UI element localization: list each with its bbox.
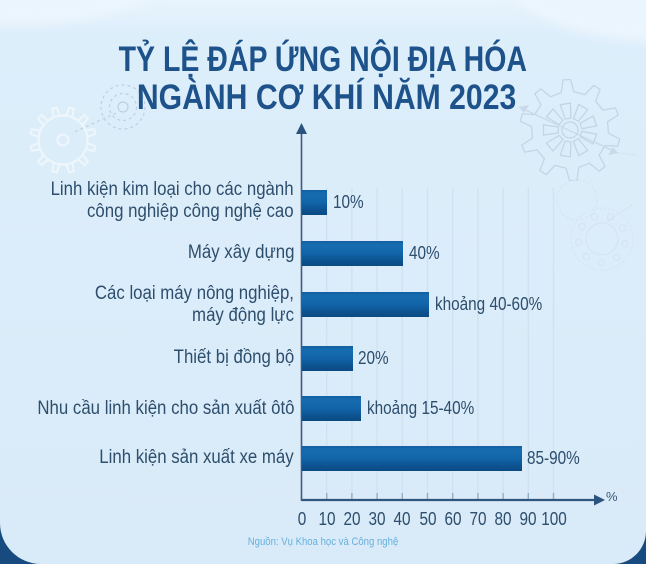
svg-text:%: % (606, 489, 618, 504)
